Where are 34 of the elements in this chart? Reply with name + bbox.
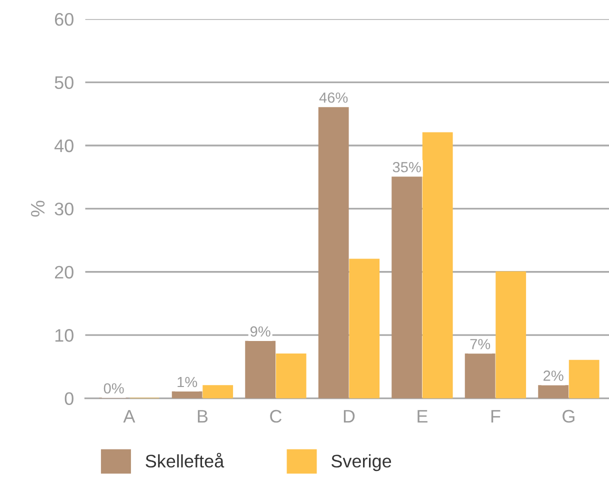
bar — [202, 385, 234, 398]
legend-label: Sverige — [331, 454, 392, 472]
y-tick-label: 30 — [54, 202, 74, 216]
x-tick-label: A — [123, 410, 136, 422]
data-label: 46% — [319, 92, 348, 103]
y-tick-label: 40 — [54, 139, 74, 152]
bar — [464, 354, 496, 398]
x-tick-label: C — [270, 410, 282, 423]
y-tick-label: 50 — [54, 76, 74, 90]
x-tick-label: G — [562, 410, 574, 423]
y-axis-title: % — [30, 200, 45, 217]
bar — [172, 391, 202, 398]
data-label: 7% — [470, 339, 490, 350]
x-tick-label: E — [418, 410, 428, 422]
y-tick-label: 10 — [55, 329, 74, 342]
bar — [568, 360, 600, 398]
bar — [276, 354, 306, 398]
bar — [318, 107, 349, 398]
bar — [496, 271, 526, 398]
data-label: 1% — [178, 376, 198, 388]
data-label: 0% — [104, 383, 124, 394]
y-tick-label: 0 — [64, 392, 74, 406]
y-tick-label: 60 — [54, 13, 74, 26]
bar — [422, 132, 453, 398]
legend-label: Skellefteå — [146, 452, 224, 468]
x-tick-label: D — [344, 410, 355, 422]
bar — [538, 385, 569, 398]
data-label: 35% — [392, 162, 421, 172]
bar — [349, 258, 380, 398]
data-label: 9% — [250, 326, 270, 337]
y-tick-label: 20 — [54, 266, 74, 279]
data-label: 2% — [544, 370, 564, 381]
x-tick-label: B — [198, 410, 208, 422]
x-tick-label: F — [491, 410, 500, 422]
